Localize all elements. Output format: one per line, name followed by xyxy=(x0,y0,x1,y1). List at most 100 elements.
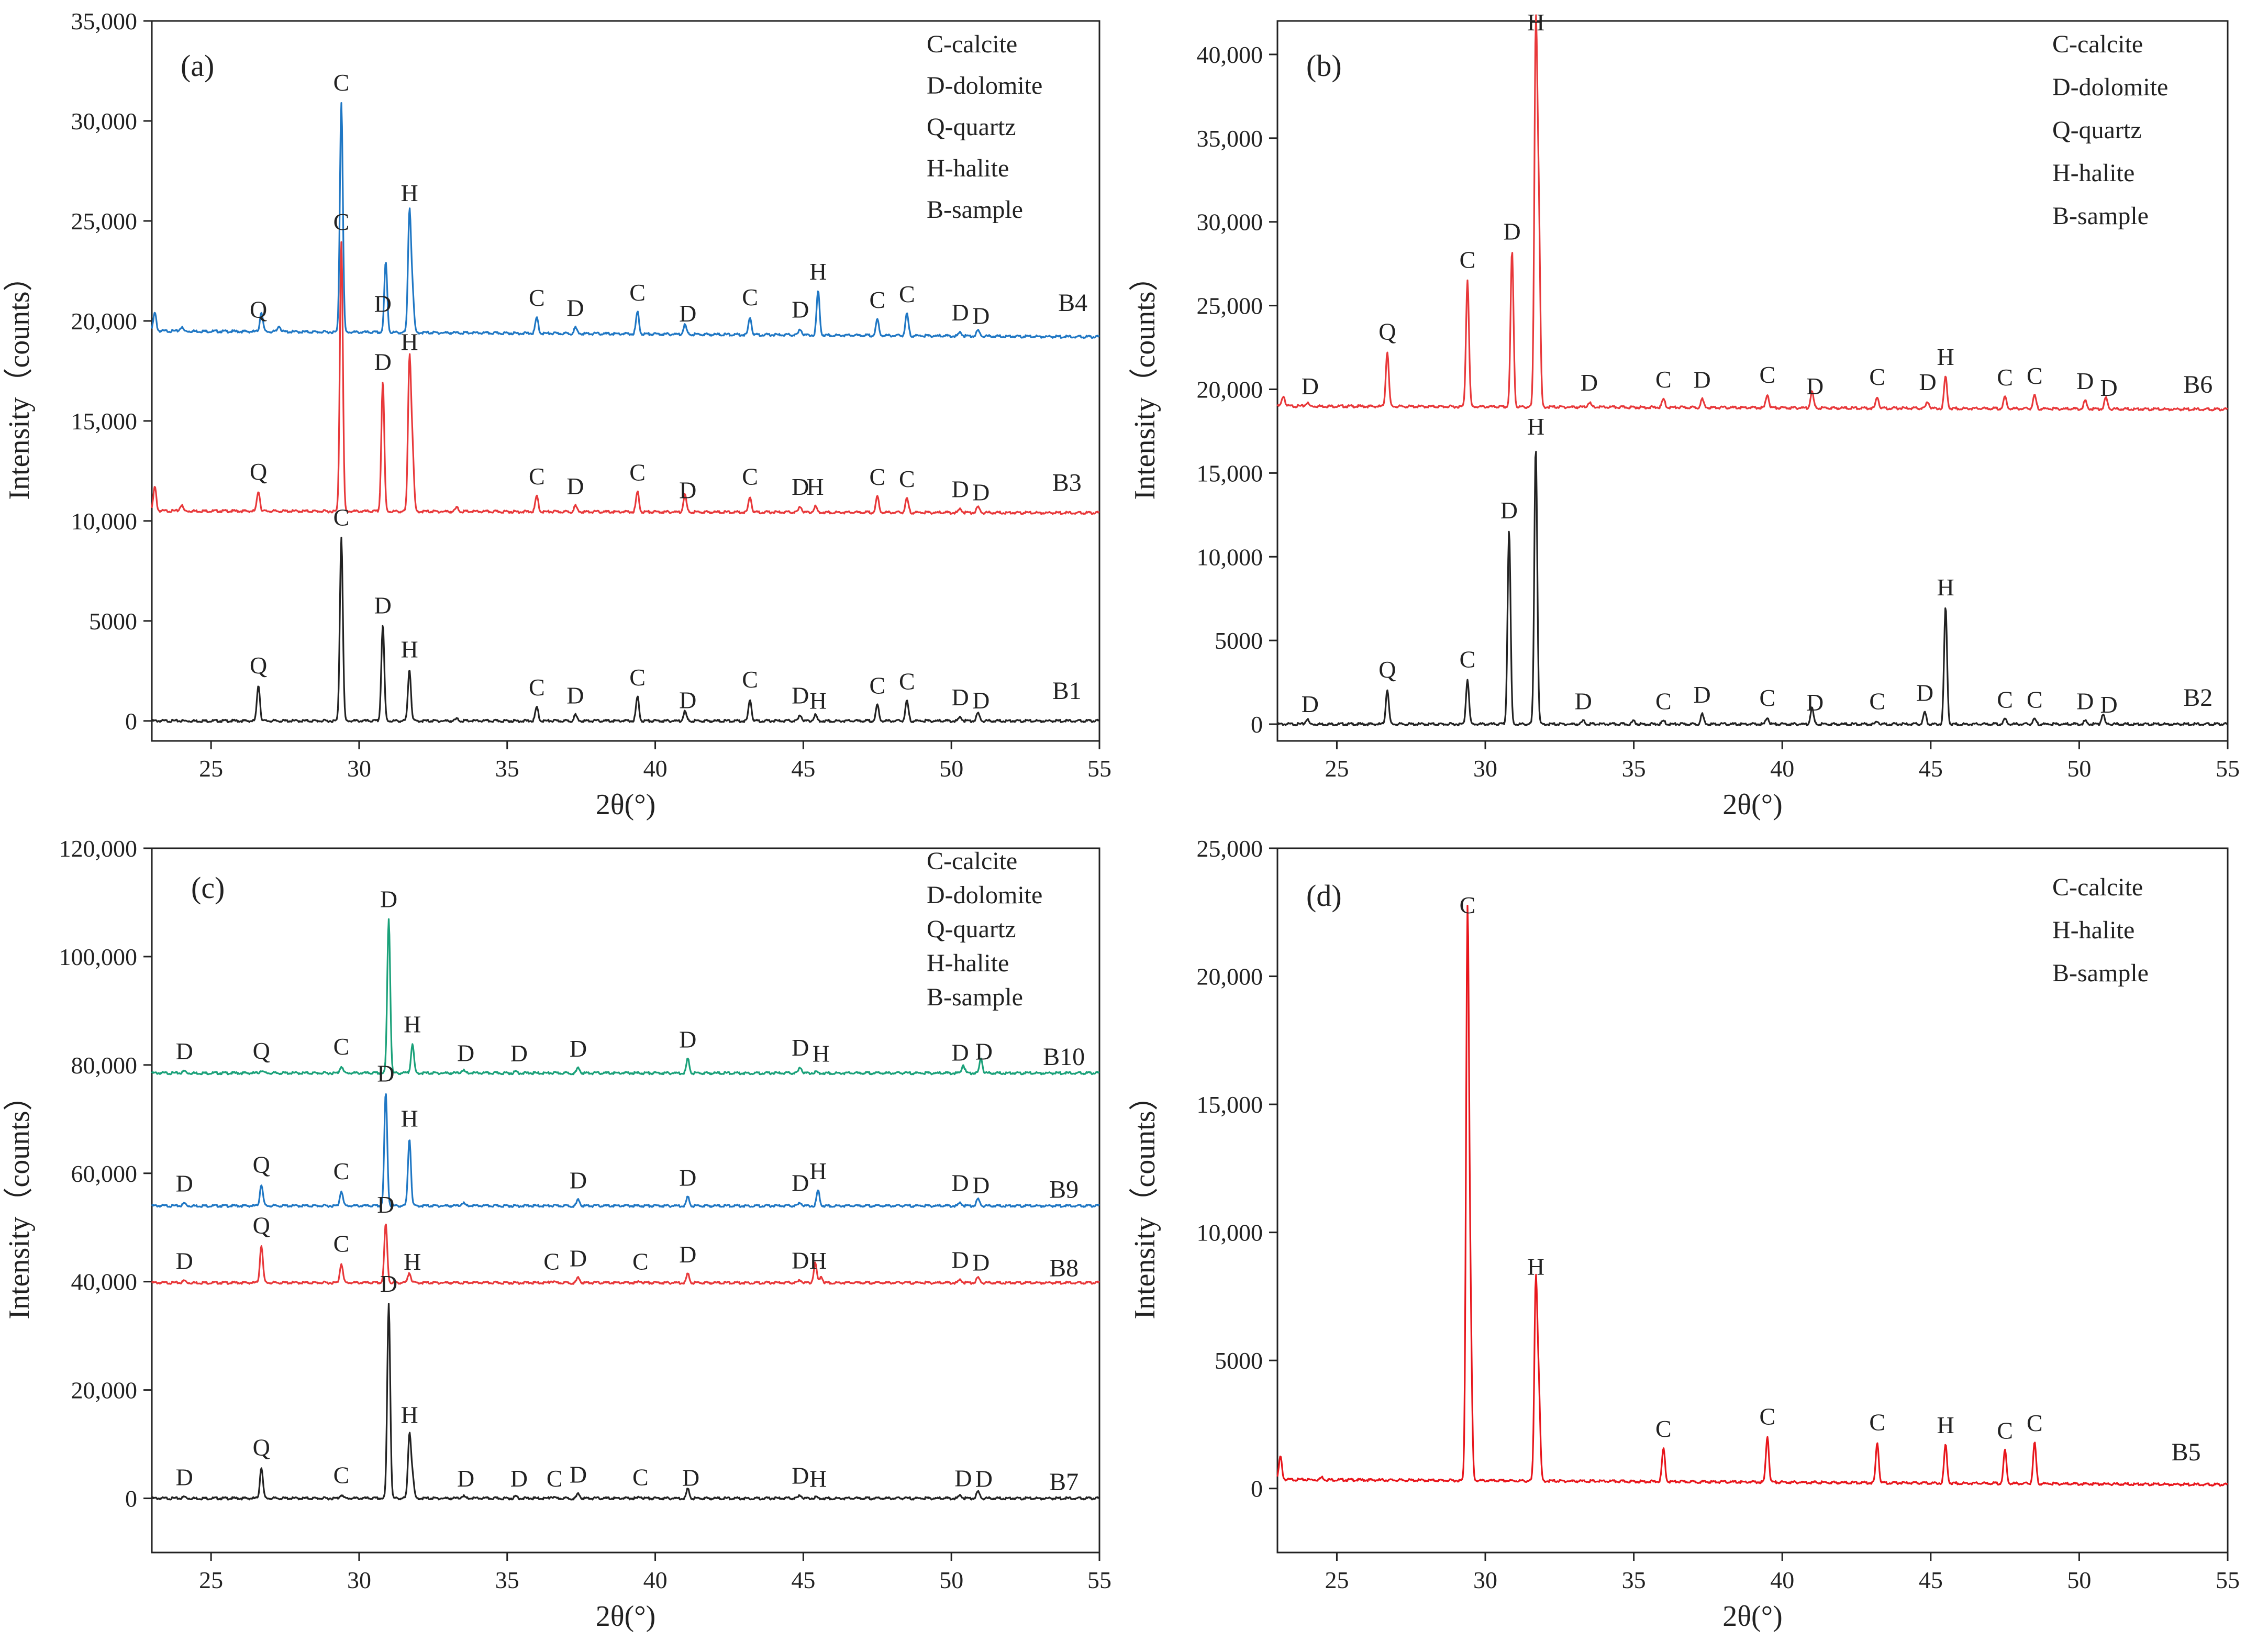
peak-label: H xyxy=(1937,343,1954,370)
plot-frame xyxy=(1276,847,2229,1554)
peak-label: D xyxy=(792,1462,809,1489)
peak-label: D xyxy=(566,473,584,500)
x-tick-label: 30 xyxy=(1473,1567,1497,1593)
peak-label: H xyxy=(404,1248,421,1275)
x-axis-title: 2θ(°) xyxy=(1722,1600,1783,1633)
peak-label: C xyxy=(742,284,758,311)
peak-label: D xyxy=(380,886,397,913)
x-tick-label: 45 xyxy=(1919,1567,1943,1593)
series-line-B10 xyxy=(151,918,1100,1076)
legend-entry: B-sample xyxy=(927,196,1023,224)
peak-label: D xyxy=(975,1038,993,1065)
y-tick-label: 0 xyxy=(1251,711,1263,738)
peak-label: D xyxy=(1806,373,1824,400)
x-tick-label: 35 xyxy=(495,755,519,782)
legend-entry: H-halite xyxy=(927,154,1009,182)
series-label-B4: B4 xyxy=(1058,289,1087,317)
peak-label: D xyxy=(176,1463,193,1490)
legend-entry: Q-quartz xyxy=(2052,116,2142,144)
panel-label: (c) xyxy=(191,871,225,905)
x-tick-label: 50 xyxy=(2067,1567,2091,1593)
series-line-B9 xyxy=(151,1093,1100,1208)
x-axis-title: 2θ(°) xyxy=(596,789,656,821)
peak-label: H xyxy=(401,1401,418,1428)
peak-label: C xyxy=(1997,686,2013,713)
panel-label: (d) xyxy=(1306,879,1342,913)
peak-label: D xyxy=(792,1170,809,1196)
y-tick-label: 80,000 xyxy=(71,1052,138,1079)
x-tick-label: 55 xyxy=(1087,755,1111,782)
x-tick-label: 55 xyxy=(1087,1567,1111,1593)
legend-entry: D-dolomite xyxy=(2052,73,2168,101)
series-label-B6: B6 xyxy=(2183,371,2212,398)
y-tick-label: 20,000 xyxy=(1197,963,1263,990)
peak-label: C xyxy=(869,286,885,313)
peak-label: D xyxy=(679,300,696,327)
y-tick-label: 20,000 xyxy=(1197,376,1263,403)
y-axis-title: Intensity（counts） xyxy=(3,1081,36,1319)
peak-label: C xyxy=(529,284,545,311)
peak-label: D xyxy=(1806,689,1824,716)
peak-label: C xyxy=(1655,1415,1672,1442)
x-tick-label: 45 xyxy=(1919,755,1943,782)
peak-label: C xyxy=(1760,1403,1776,1430)
peak-label: D xyxy=(566,295,584,321)
peak-label: Q xyxy=(250,296,267,323)
peak-label: H xyxy=(809,258,827,285)
peak-label: Q xyxy=(250,458,267,485)
chart-panel-c: 25 30 35 40 45 50 55 0 20,000 40,000 60,000 80,000 1… xyxy=(3,835,1111,1633)
x-tick-label: 45 xyxy=(791,755,815,782)
series-line-B6 xyxy=(1276,14,2228,412)
peak-label: C xyxy=(1655,688,1672,715)
peak-label: H xyxy=(813,1040,830,1067)
peak-label: C xyxy=(333,504,350,530)
peak-label: D xyxy=(679,686,696,713)
peak-label: D xyxy=(2100,374,2118,401)
peak-label: C xyxy=(547,1465,563,1492)
x-tick-label: 40 xyxy=(1770,1567,1794,1593)
peak-label: D xyxy=(457,1040,474,1067)
peak-label: Q xyxy=(253,1037,270,1064)
x-tick-label: 25 xyxy=(1325,1567,1349,1593)
peak-label: D xyxy=(682,1464,699,1491)
legend-entry: C-calcite xyxy=(927,847,1017,875)
x-tick-label: 25 xyxy=(1325,755,1349,782)
x-axis-title: 2θ(°) xyxy=(1722,789,1783,821)
y-tick-label: 10,000 xyxy=(1197,1219,1263,1246)
series-line-B4 xyxy=(151,102,1100,339)
peak-label: D xyxy=(975,1466,993,1492)
peak-label: C xyxy=(1997,364,2013,391)
peak-label: D xyxy=(176,1248,193,1274)
y-tick-label: 40,000 xyxy=(71,1269,138,1295)
x-tick-label: 35 xyxy=(1622,1567,1646,1593)
peak-label: H xyxy=(806,473,824,500)
peak-label: D xyxy=(570,1461,587,1488)
peak-label: H xyxy=(401,1105,418,1132)
y-tick-label: 5000 xyxy=(1215,627,1263,654)
peak-label: H xyxy=(1527,1254,1544,1280)
peak-label: C xyxy=(2027,686,2043,713)
panel-label: (a) xyxy=(181,49,214,83)
peak-label: D xyxy=(377,1191,394,1218)
plot-frame xyxy=(151,847,1100,1554)
legend-entry: H-halite xyxy=(2052,159,2134,187)
legend-entry: H-halite xyxy=(2052,916,2134,944)
peak-label: C xyxy=(632,1248,649,1275)
peak-label: D xyxy=(566,682,584,708)
peak-label: D xyxy=(374,592,392,618)
peak-label: C xyxy=(629,459,646,486)
peak-label: C xyxy=(899,465,915,492)
y-tick-label: 15,000 xyxy=(71,408,138,435)
legend-entry: C-calcite xyxy=(2052,30,2143,58)
legend-entry: Q-quartz xyxy=(927,915,1016,943)
series-label-B9: B9 xyxy=(1049,1176,1078,1203)
peak-label: D xyxy=(570,1167,587,1193)
peak-label: Q xyxy=(1378,318,1396,345)
legend-entry: D-dolomite xyxy=(927,881,1042,909)
peak-label: C xyxy=(1760,684,1776,711)
peak-label: Q xyxy=(253,1212,270,1238)
peak-label: Q xyxy=(1378,656,1396,683)
y-axis-title: Intensity（counts） xyxy=(1129,262,1161,500)
series-line-B2 xyxy=(1276,450,2228,727)
y-tick-label: 60,000 xyxy=(71,1160,138,1187)
